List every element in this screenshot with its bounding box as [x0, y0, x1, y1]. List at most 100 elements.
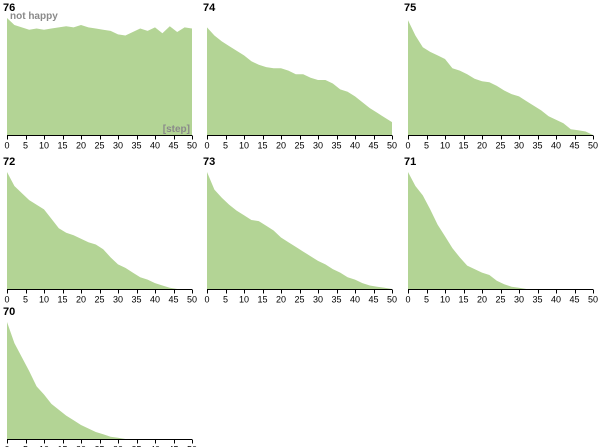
x-tick-label: 25 [294, 141, 304, 151]
x-tick-label: 0 [4, 141, 9, 151]
x-tick-label: 15 [57, 141, 67, 151]
x-tick-label: 40 [551, 295, 561, 305]
panel-title: 75 [404, 2, 416, 14]
x-tick-label: 40 [150, 141, 160, 151]
panel-73: 73 0 5 10 15 20 25 30 35 40 45 50 [203, 156, 397, 305]
x-tick-label: 45 [368, 295, 378, 305]
x-tick-label: 0 [4, 295, 9, 305]
area-series [408, 20, 593, 135]
x-tick-label: 10 [239, 141, 249, 151]
x-tick-label: 35 [532, 141, 542, 151]
panel-title: 72 [3, 156, 15, 168]
x-annotation: [step] [163, 124, 190, 135]
x-tick-label: 25 [294, 295, 304, 305]
x-tick-label: 45 [368, 141, 378, 151]
x-tick-label: 30 [514, 295, 524, 305]
panel-72: 72 0 5 10 15 20 25 30 35 40 45 50 [3, 156, 197, 305]
x-tick-label: 35 [331, 141, 341, 151]
x-tick-label: 25 [495, 295, 505, 305]
x-tick-label: 35 [131, 295, 141, 305]
panel-title: 76 [3, 2, 15, 14]
x-tick-label: 35 [331, 295, 341, 305]
x-tick-label: 50 [187, 295, 197, 305]
x-tick-label: 30 [113, 445, 123, 447]
x-tick-label: 10 [39, 141, 49, 151]
x-tick-label: 0 [405, 295, 410, 305]
panel-title: 71 [404, 156, 416, 168]
x-tick-label: 5 [424, 141, 429, 151]
x-tick-label: 50 [588, 141, 598, 151]
x-tick-label: 10 [39, 295, 49, 305]
x-tick-label: 40 [551, 141, 561, 151]
x-tick-label: 35 [131, 445, 141, 447]
x-tick-label: 50 [387, 141, 397, 151]
area-series [7, 172, 192, 289]
x-tick-label: 45 [168, 141, 178, 151]
y-annotation: not happy [10, 11, 58, 22]
x-tick-label: 20 [276, 295, 286, 305]
x-tick-label: 15 [458, 141, 468, 151]
area-series [7, 322, 192, 439]
x-tick-label: 5 [23, 141, 28, 151]
x-tick-label: 45 [569, 141, 579, 151]
x-tick-label: 50 [187, 141, 197, 151]
x-tick-label: 10 [39, 445, 49, 447]
x-tick-label: 25 [94, 445, 104, 447]
x-tick-label: 30 [514, 141, 524, 151]
area-series [207, 27, 392, 135]
x-tick-label: 10 [440, 141, 450, 151]
x-tick-label: 20 [76, 445, 86, 447]
x-tick-label: 20 [477, 141, 487, 151]
panel-75: 75 0 5 10 15 20 25 30 35 40 45 50 [404, 2, 598, 151]
x-tick-label: 0 [405, 141, 410, 151]
x-tick-label: 5 [23, 295, 28, 305]
x-tick-label: 25 [94, 141, 104, 151]
x-tick-label: 0 [204, 295, 209, 305]
x-tick-label: 45 [168, 295, 178, 305]
x-tick-label: 15 [257, 141, 267, 151]
x-tick-label: 15 [57, 295, 67, 305]
x-tick-label: 35 [532, 295, 542, 305]
x-tick-label: 35 [131, 141, 141, 151]
area-series [408, 172, 593, 289]
x-tick-label: 30 [313, 141, 323, 151]
x-tick-label: 5 [424, 295, 429, 305]
x-tick-label: 0 [4, 445, 9, 447]
x-tick-label: 15 [257, 295, 267, 305]
x-tick-label: 20 [276, 141, 286, 151]
x-tick-label: 30 [313, 295, 323, 305]
x-tick-label: 25 [94, 295, 104, 305]
x-tick-label: 5 [223, 141, 228, 151]
x-tick-label: 40 [350, 295, 360, 305]
panel-70: 70 0 5 10 15 20 25 30 35 40 45 50 [3, 306, 197, 447]
panel-74: 74 0 5 10 15 20 25 30 35 40 45 50 [203, 2, 397, 151]
x-tick-label: 20 [76, 295, 86, 305]
x-tick-label: 45 [168, 445, 178, 447]
x-tick-label: 50 [187, 445, 197, 447]
x-tick-label: 10 [239, 295, 249, 305]
x-tick-label: 30 [113, 141, 123, 151]
panel-76: 76 0 5 10 15 20 25 30 35 40 45 50 not happy [step] [3, 2, 197, 151]
x-tick-label: 20 [76, 141, 86, 151]
x-tick-label: 50 [588, 295, 598, 305]
x-tick-label: 5 [223, 295, 228, 305]
x-tick-label: 45 [569, 295, 579, 305]
x-tick-label: 20 [477, 295, 487, 305]
x-tick-label: 30 [113, 295, 123, 305]
x-tick-label: 15 [57, 445, 67, 447]
x-tick-label: 25 [495, 141, 505, 151]
panel-title: 74 [203, 2, 216, 14]
x-tick-label: 15 [458, 295, 468, 305]
x-tick-label: 5 [23, 445, 28, 447]
x-tick-label: 40 [150, 295, 160, 305]
panel-71: 71 0 5 10 15 20 25 30 35 40 45 50 [404, 156, 598, 305]
x-tick-label: 50 [387, 295, 397, 305]
x-tick-label: 0 [204, 141, 209, 151]
area-series [7, 18, 192, 135]
x-tick-label: 40 [350, 141, 360, 151]
area-series [207, 172, 392, 289]
panel-title: 73 [203, 156, 215, 168]
x-tick-label: 10 [440, 295, 450, 305]
x-tick-label: 40 [150, 445, 160, 447]
